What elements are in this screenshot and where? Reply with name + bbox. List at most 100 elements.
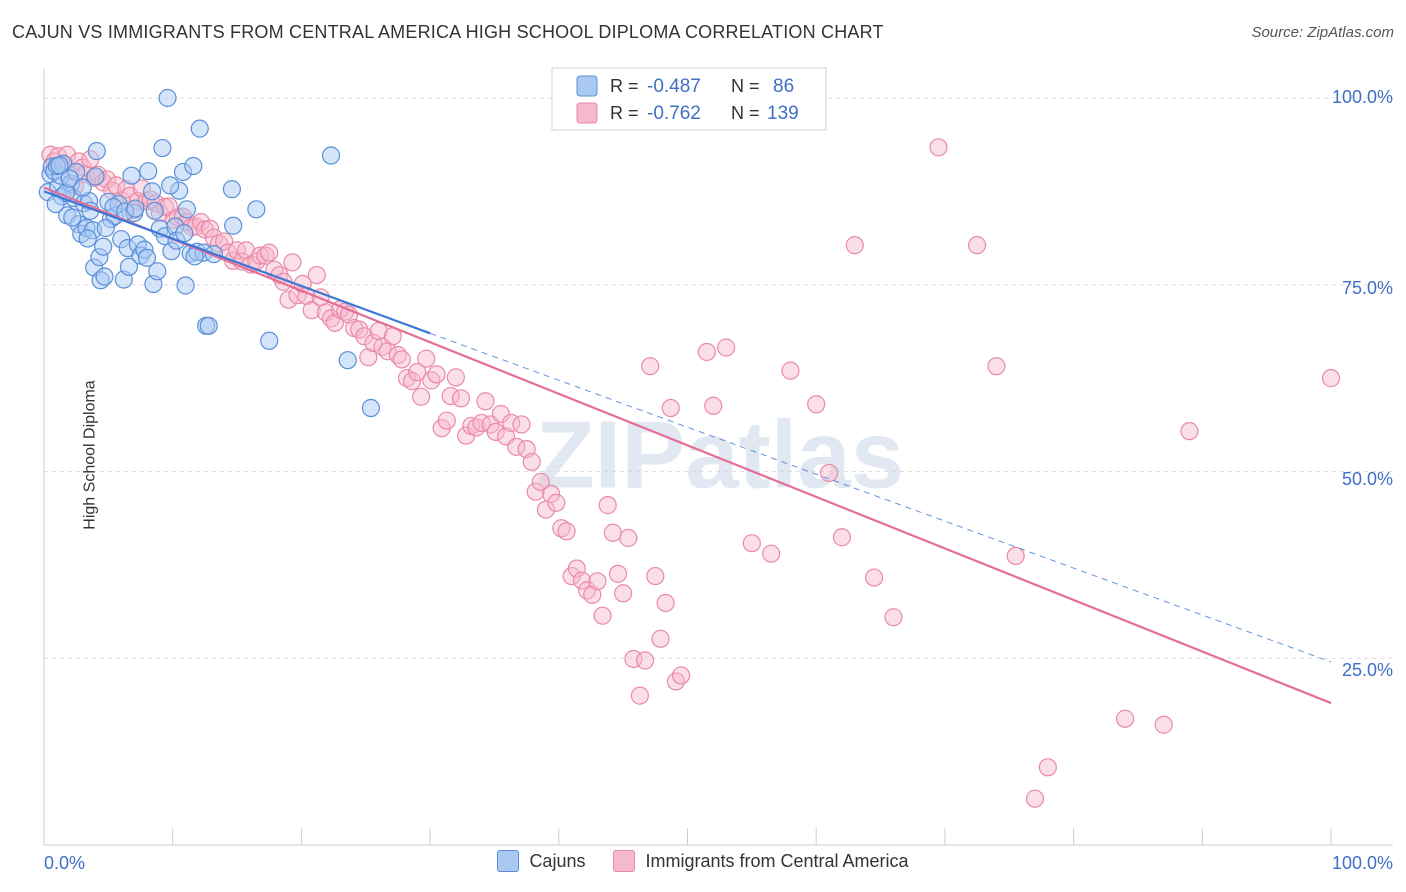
cajun-point: [338, 351, 357, 370]
immigrants-point: [512, 415, 531, 434]
immigrants-point: [603, 523, 622, 542]
immigrants-point: [646, 566, 665, 586]
immigrants-point: [987, 357, 1006, 376]
immigrants-point: [884, 608, 903, 627]
cajun-point: [78, 229, 97, 248]
immigrants-point: [325, 313, 344, 332]
cajun-point: [94, 237, 113, 256]
immigrants-point: [279, 290, 298, 309]
immigrants-point: [260, 243, 279, 262]
immigrants-point: [762, 544, 781, 563]
cajun-points: [38, 88, 380, 418]
cajun-point: [153, 138, 172, 158]
immigrants-point: [619, 528, 638, 548]
legend-item-immigrants: Immigrants from Central America: [613, 850, 909, 872]
legend-n-label-1: N =: [731, 76, 760, 96]
cajun-point: [260, 331, 279, 350]
legend-bottom: Cajuns Immigrants from Central America: [0, 850, 1406, 872]
immigrants-point: [476, 392, 495, 411]
y-axis-label: High School Diploma: [81, 380, 99, 530]
immigrants-trend-line: [43, 186, 1332, 705]
cajun-point: [175, 224, 194, 243]
y-tick-label-25: 25.0%: [1342, 660, 1393, 680]
immigrants-point: [397, 369, 417, 388]
cajun-point: [222, 180, 242, 199]
immigrants-point: [526, 482, 545, 501]
immigrants-point: [408, 363, 427, 382]
legend-r-label-2: R =: [610, 103, 639, 123]
immigrants-point: [781, 361, 800, 380]
cajun-point: [184, 156, 203, 176]
immigrants-point: [316, 303, 335, 322]
immigrants-point: [967, 236, 987, 255]
immigrants-point: [567, 559, 586, 578]
legend-n-label-2: N =: [731, 103, 760, 123]
cajun-point: [145, 201, 164, 220]
cajun-trend-line: [43, 190, 431, 335]
immigrants-point: [422, 371, 441, 390]
immigrants-point: [819, 463, 839, 483]
immigrants-point: [583, 585, 602, 604]
cajun-point: [224, 216, 243, 235]
x-tick-label-max: 100.0%: [1332, 853, 1393, 873]
immigrants-point: [624, 649, 643, 669]
cajun-point: [199, 316, 218, 335]
immigrants-point: [929, 138, 948, 157]
immigrants-point: [417, 349, 436, 368]
immigrants-point: [557, 522, 576, 541]
legend-n-value-2: 139: [767, 103, 799, 124]
immigrants-point: [283, 253, 302, 272]
immigrants-point: [651, 629, 670, 648]
cajun-point: [158, 88, 177, 108]
cajun-point: [50, 156, 69, 175]
immigrants-point: [402, 372, 422, 391]
legend-r-value-1: -0.487: [647, 76, 701, 97]
immigrants-point: [359, 348, 378, 367]
immigrants-point: [307, 265, 326, 285]
immigrants-point: [302, 301, 321, 320]
legend-bottom-swatch-immigrants: [613, 850, 636, 872]
watermark: ZIPatlas: [536, 401, 904, 508]
immigrants-point: [1025, 789, 1045, 808]
legend-r-label-1: R =: [610, 76, 639, 96]
immigrants-point: [355, 327, 374, 346]
immigrants-point: [392, 350, 411, 369]
immigrants-point: [215, 232, 234, 251]
cajun-point: [95, 267, 114, 286]
immigrants-point: [697, 342, 716, 362]
cajun-trend-extension: [429, 332, 1332, 663]
y-tick-label-50: 50.0%: [1342, 469, 1393, 489]
cajun-point: [190, 119, 209, 138]
immigrants-point: [598, 496, 617, 515]
cajun-point: [361, 398, 380, 418]
immigrants-point: [411, 387, 431, 406]
cajun-point: [321, 146, 341, 165]
cajun-point: [176, 276, 195, 295]
immigrants-point: [845, 236, 864, 255]
immigrants-point: [522, 452, 541, 471]
chart-title: CAJUN VS IMMIGRANTS FROM CENTRAL AMERICA…: [12, 22, 884, 42]
immigrants-point: [486, 422, 505, 442]
immigrants-point: [630, 686, 649, 705]
immigrants-point: [1321, 369, 1341, 388]
legend-label-immigrants: Immigrants from Central America: [645, 850, 909, 871]
x-tick-label-min: 0.0%: [44, 853, 85, 873]
cajun-point: [73, 178, 92, 197]
cajun-point: [177, 200, 196, 219]
immigrants-point: [437, 411, 456, 430]
immigrants-point: [446, 368, 465, 387]
immigrants-point: [541, 484, 561, 504]
immigrants-point: [614, 584, 633, 603]
immigrants-point: [200, 219, 220, 238]
cajun-point: [122, 166, 141, 185]
immigrants-point: [704, 396, 723, 415]
legend-n-value-1: 86: [773, 76, 794, 97]
immigrants-point: [472, 413, 491, 433]
immigrants-point: [608, 564, 628, 583]
legend-swatch-immigrants: [576, 102, 598, 124]
immigrants-point: [641, 357, 660, 376]
legend-top: R = -0.487 N = 86 R = -0.762 N = 139: [551, 67, 827, 131]
immigrants-point: [491, 404, 510, 424]
y-tick-label-75: 75.0%: [1342, 278, 1393, 298]
